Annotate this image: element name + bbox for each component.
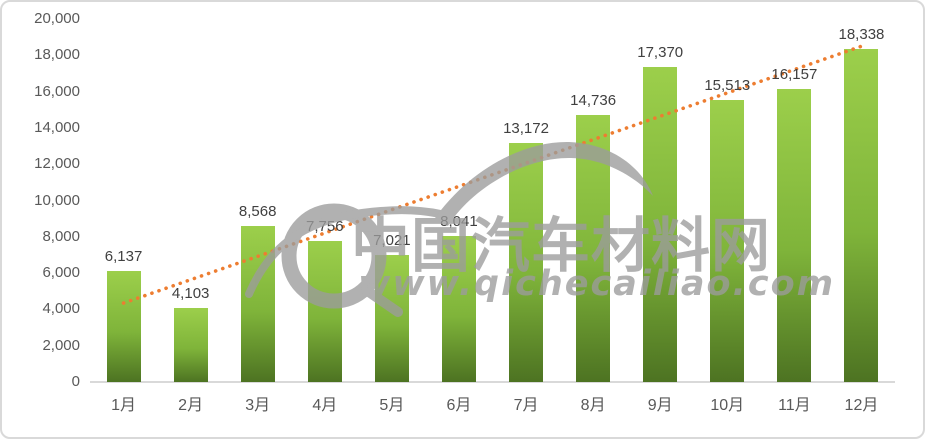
y-tick-label: 4,000 (42, 300, 80, 318)
x-tick-label: 5月 (379, 397, 405, 414)
x-tick-label: 3月 (245, 397, 271, 414)
bar-value-label: 6,137 (104, 247, 143, 265)
bar-value-label: 16,157 (771, 65, 818, 83)
x-tick-label: 10月 (710, 397, 745, 414)
bar (173, 307, 208, 382)
bar-value-label: 4,103 (171, 284, 210, 302)
x-tick-label: 8月 (580, 397, 606, 414)
y-tick-label: 12,000 (34, 155, 80, 173)
y-tick-label: 6,000 (42, 264, 80, 282)
bar-value-label: 18,338 (838, 26, 885, 44)
x-tick-label: 7月 (513, 397, 539, 414)
y-tick-label: 0 (71, 373, 80, 390)
y-tick-label: 20,000 (34, 10, 80, 27)
bar-value-label: 14,736 (570, 91, 617, 109)
x-tick-label: 12月 (844, 397, 879, 414)
x-axis-line (90, 381, 895, 383)
x-tick-label: 1月 (111, 397, 136, 414)
x-tick-label: 4月 (312, 397, 338, 414)
y-tick-label: 18,000 (34, 46, 80, 64)
bar-value-label: 15,513 (704, 77, 751, 95)
x-tick-label: 9月 (647, 397, 673, 414)
y-tick-label: 10,000 (34, 191, 80, 209)
y-tick-label: 8,000 (42, 227, 80, 245)
x-tick-label: 2月 (178, 397, 204, 414)
y-tick-label: 2,000 (42, 336, 80, 354)
y-tick-label: 16,000 (34, 82, 80, 100)
y-tick-label: 14,000 (34, 118, 80, 136)
bar-value-label: 13,172 (503, 119, 549, 137)
x-tick-label: 6月 (446, 397, 472, 414)
bar-value-label: 17,370 (637, 43, 684, 61)
x-tick-label: 11月 (778, 397, 811, 414)
